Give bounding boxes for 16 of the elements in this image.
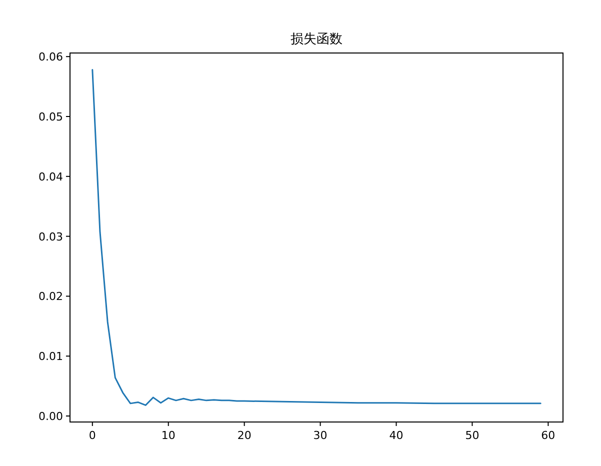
x-tick-label: 60 xyxy=(541,429,556,442)
y-tick-label: 0.00 xyxy=(38,410,63,424)
x-tick-label: 40 xyxy=(389,429,404,442)
y-tick-label: 0.03 xyxy=(38,230,63,244)
x-tick-label: 0 xyxy=(88,429,96,442)
y-tick-label: 0.01 xyxy=(38,350,63,364)
y-tick-label: 0.06 xyxy=(38,50,63,64)
x-tick-label: 30 xyxy=(313,429,328,442)
y-tick-label: 0.04 xyxy=(38,170,63,184)
y-tick-label: 0.02 xyxy=(38,290,63,304)
x-tick-label: 50 xyxy=(465,429,480,442)
y-tick-label: 0.05 xyxy=(38,110,63,124)
x-tick-label: 20 xyxy=(237,429,252,442)
chart-title: 损失函数 xyxy=(290,32,342,47)
line-series xyxy=(92,69,542,406)
x-tick-label: 10 xyxy=(161,429,176,442)
